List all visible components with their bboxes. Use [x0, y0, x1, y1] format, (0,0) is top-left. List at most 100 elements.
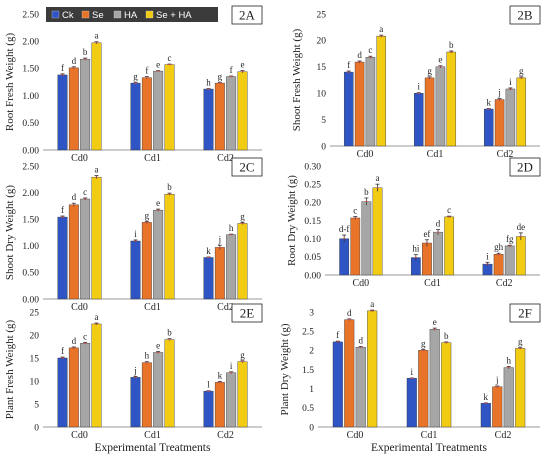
significance-letter: d-f [339, 224, 350, 234]
bar-2b-ck-cd2 [483, 108, 494, 147]
y-tick-label: 0.00 [22, 146, 39, 156]
significance-letter: g [240, 211, 245, 221]
significance-letter: b [167, 182, 172, 192]
bar-2e-se-cd2 [214, 382, 225, 428]
y-tick-label: 1.5 [302, 366, 314, 376]
significance-letter: d [357, 50, 362, 60]
y-tick-label: 2.50 [22, 10, 39, 20]
y-tick-label: 1.00 [22, 242, 39, 252]
y-tick-label: 2.00 [22, 38, 39, 48]
y-tick-label: 0.20 [304, 199, 321, 209]
significance-letter: j [218, 234, 222, 244]
panel-label-box [231, 303, 263, 323]
significance-letter: h [206, 78, 211, 88]
bar-2a-se-cd0 [68, 67, 79, 151]
x-tick-label: Cd0 [71, 430, 88, 441]
panel-label: 2C [239, 160, 254, 175]
significance-letter: e [438, 55, 442, 65]
bar-2f-ck-cd0 [332, 341, 343, 428]
significance-letter: i [509, 77, 512, 87]
y-tick-label: 0.5 [302, 404, 314, 414]
significance-letter: d [72, 56, 77, 66]
panel-label: 2F [518, 306, 532, 321]
significance-letter: c [83, 331, 87, 341]
bar-2c-ck-cd1 [130, 240, 141, 300]
bar-2e-ha-cd2 [226, 372, 237, 428]
bar-2b-seha-cd0 [376, 35, 387, 147]
y-tick-label: 2.50 [22, 162, 39, 172]
bar-2e-ck-cd2 [203, 390, 214, 428]
legend-label: Se + HA [156, 10, 192, 21]
significance-letter: a [94, 31, 98, 41]
bar-2a-ha-cd1 [153, 70, 164, 151]
x-axis-title: Experimental Treatments [95, 442, 211, 454]
y-axis-title: Plant Fresh Weight (g) [4, 319, 16, 419]
panel-2f: 0 0.5 1 1.5 2 2.5 3 Plant Dry Weight (g) f d d a Cd0… [279, 299, 541, 454]
y-tick-label: 10 [317, 90, 327, 100]
y-tick-label: 25 [30, 308, 40, 318]
significance-letter: k [218, 370, 223, 380]
bar-2f-ha-cd1 [429, 329, 440, 428]
bar-2b-se-cd0 [354, 61, 365, 147]
significance-letter: e [156, 198, 160, 208]
panel-label-box [231, 157, 263, 177]
panel-label-box [509, 5, 541, 25]
bar-2e-seha-cd1 [164, 339, 175, 428]
y-tick-label: 15 [317, 63, 327, 73]
bar-2f-se-cd1 [418, 350, 429, 428]
significance-letter: a [94, 165, 98, 175]
y-tick-label: 3 [309, 308, 314, 318]
bar-2c-ha-cd0 [80, 198, 91, 300]
significance-letter: c [447, 205, 451, 215]
y-tick-label: 1.00 [22, 92, 39, 102]
legend-label: Ck [62, 10, 74, 21]
bar-2a-se-cd1 [141, 77, 152, 151]
bar-2a-ck-cd2 [203, 88, 214, 151]
bar-2d-seha-cd2 [515, 236, 526, 276]
y-axis-title: Shoot Dry Weight (g) [4, 185, 16, 280]
legend: Ck Se HA Se + HA [46, 7, 218, 22]
bar-2e-se-cd1 [141, 362, 152, 428]
legend-swatch [81, 10, 90, 19]
significance-letter: d [347, 308, 352, 318]
panel-label-box [509, 303, 541, 323]
significance-letter: e [156, 341, 160, 351]
significance-letter: j [495, 375, 499, 385]
x-tick-label: Cd1 [427, 149, 444, 160]
y-tick-label: 0.00 [304, 271, 321, 281]
bar-2d-ha-cd2 [504, 245, 515, 276]
y-tick-label: 0.05 [304, 253, 321, 263]
bar-2f-ha-cd0 [355, 347, 366, 428]
panel-label-box [231, 5, 263, 25]
panel-2c: 0.00 0.50 1.00 1.50 2.00 2.50 Shoot Dry Weight… [4, 157, 263, 313]
x-tick-label: Cd2 [495, 430, 512, 441]
legend-label: Se [92, 10, 104, 21]
panel-label: 2D [517, 160, 533, 175]
y-axis-title: Shoot Fresh Weight (g) [291, 28, 303, 131]
significance-letter: i [417, 82, 420, 92]
significance-letter: hi [412, 244, 420, 254]
significance-letter: l [207, 380, 210, 390]
legend-label: HA [124, 10, 138, 21]
significance-letter: g [133, 72, 138, 82]
bar-2c-seha-cd2 [237, 223, 248, 300]
significance-letter: j [133, 365, 137, 375]
bar-2e-ha-cd0 [80, 343, 91, 428]
significance-letter: g [427, 66, 432, 76]
x-tick-label: Cd0 [347, 430, 364, 441]
bar-2c-seha-cd1 [164, 193, 175, 300]
y-tick-label: 0.50 [22, 269, 39, 279]
significance-letter: g [421, 339, 426, 349]
significance-letter: a [370, 299, 374, 309]
bar-2a-seha-cd1 [164, 64, 175, 151]
significance-letter: de [517, 222, 526, 232]
y-tick-label: 0.10 [304, 235, 321, 245]
significance-letter: f [230, 65, 233, 75]
bar-2c-ck-cd0 [57, 216, 68, 300]
x-tick-label: Cd2 [497, 149, 514, 160]
significance-letter: g [519, 66, 524, 76]
significance-letter: b [167, 328, 172, 338]
significance-letter: b [364, 187, 369, 197]
significance-letter: g [218, 72, 223, 82]
